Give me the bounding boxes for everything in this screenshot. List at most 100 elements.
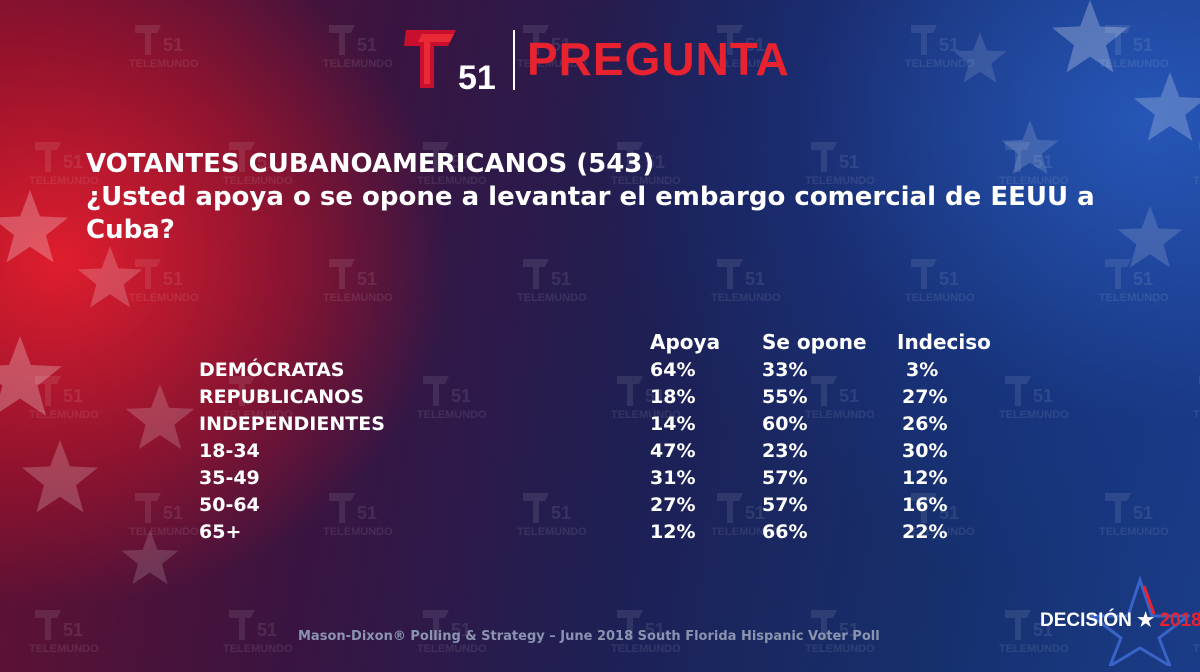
svg-text:TELEMUNDO: TELEMUNDO: [611, 409, 681, 421]
source-footer: Mason-Dixon® Polling & Strategy – June 2…: [298, 629, 880, 644]
svg-text:51: 51: [839, 386, 859, 406]
watermark-tile: 51 TELEMUNDO: [1099, 493, 1169, 538]
svg-text:51: 51: [63, 152, 83, 172]
header-title: PREGUNTA: [527, 33, 790, 85]
svg-text:51: 51: [451, 620, 471, 640]
flag-star-icon: [1052, 0, 1128, 73]
svg-text:TELEMUNDO: TELEMUNDO: [905, 526, 975, 538]
svg-text:51: 51: [939, 35, 959, 55]
flag-star-icon: [77, 246, 143, 308]
svg-text:TELEMUNDO: TELEMUNDO: [1099, 292, 1169, 304]
svg-text:51: 51: [745, 35, 765, 55]
watermark-pattern: 51 TELEMUNDO 51 TELEMUNDO 51 TELEMUNDO 51 TELEM…: [29, 25, 1200, 655]
svg-text:51: 51: [451, 386, 471, 406]
svg-text:51: 51: [551, 269, 571, 289]
svg-text:51: 51: [1033, 152, 1053, 172]
svg-text:TELEMUNDO: TELEMUNDO: [517, 292, 587, 304]
svg-text:51: 51: [357, 35, 377, 55]
svg-text:TELEMUNDO: TELEMUNDO: [29, 409, 99, 421]
svg-text:TELEMUNDO: TELEMUNDO: [999, 175, 1069, 187]
svg-text:TELEMUNDO: TELEMUNDO: [223, 643, 293, 655]
svg-text:TELEMUNDO: TELEMUNDO: [999, 643, 1069, 655]
svg-text:TELEMUNDO: TELEMUNDO: [517, 526, 587, 538]
flag-star-icon: [0, 336, 62, 416]
svg-text:TELEMUNDO: TELEMUNDO: [323, 526, 393, 538]
svg-text:TELEMUNDO: TELEMUNDO: [711, 526, 781, 538]
decision-badge-text: DECISIÓN ★ 2018: [1040, 609, 1200, 632]
svg-text:51: 51: [257, 152, 277, 172]
flag-star-icon: [1133, 72, 1200, 141]
svg-text:TELEMUNDO: TELEMUNDO: [1193, 643, 1200, 655]
svg-text:TELEMUNDO: TELEMUNDO: [999, 409, 1069, 421]
watermark-tile: 51 TELEMUNDO: [323, 259, 393, 304]
svg-text:TELEMUNDO: TELEMUNDO: [223, 409, 293, 421]
svg-text:51: 51: [357, 269, 377, 289]
svg-text:51: 51: [1033, 620, 1053, 640]
flag-star-icon: [22, 440, 98, 513]
watermark-tile: 51 TELEMUNDO: [711, 493, 781, 538]
svg-text:TELEMUNDO: TELEMUNDO: [417, 175, 487, 187]
svg-text:51: 51: [839, 620, 859, 640]
question-block: VOTANTES CUBANOAMERICANOS (543) ¿Usted a…: [86, 148, 1176, 247]
svg-text:TELEMUNDO: TELEMUNDO: [711, 292, 781, 304]
watermark-tile: 51 TELEMUNDO: [999, 610, 1069, 655]
svg-text:TELEMUNDO: TELEMUNDO: [417, 409, 487, 421]
question-subtitle: VOTANTES CUBANOAMERICANOS (543): [86, 149, 655, 179]
svg-text:TELEMUNDO: TELEMUNDO: [1193, 175, 1200, 187]
svg-text:TELEMUNDO: TELEMUNDO: [1099, 526, 1169, 538]
svg-text:TELEMUNDO: TELEMUNDO: [1099, 58, 1169, 70]
svg-text:51: 51: [551, 503, 571, 523]
svg-text:51: 51: [163, 503, 183, 523]
watermark-tile: 51 TELEMUNDO: [1099, 25, 1169, 70]
flag-star-icon: [1001, 120, 1059, 175]
svg-text:TELEMUNDO: TELEMUNDO: [223, 175, 293, 187]
svg-text:TELEMUNDO: TELEMUNDO: [129, 292, 199, 304]
svg-text:51: 51: [645, 152, 665, 172]
svg-text:TELEMUNDO: TELEMUNDO: [29, 175, 99, 187]
watermark-tile: 51 TELEMUNDO: [1099, 259, 1169, 304]
header-divider: [513, 30, 515, 90]
svg-text:51: 51: [1133, 503, 1153, 523]
svg-text:TELEMUNDO: TELEMUNDO: [611, 175, 681, 187]
watermark-tile: 51 TELEMUNDO: [223, 142, 293, 187]
svg-text:51: 51: [63, 620, 83, 640]
svg-text:51: 51: [163, 35, 183, 55]
svg-text:TELEMUNDO: TELEMUNDO: [417, 643, 487, 655]
decision-2018-logo-icon: [1087, 576, 1190, 666]
svg-text:51: 51: [1133, 35, 1153, 55]
svg-text:51: 51: [939, 503, 959, 523]
svg-text:51: 51: [551, 35, 571, 55]
flag-star-icon: [953, 32, 1007, 83]
svg-text:TELEMUNDO: TELEMUNDO: [1193, 409, 1200, 421]
telemundo-logo-icon: 51: [404, 30, 496, 92]
watermark-tile: 51 TELEMUNDO: [517, 259, 587, 304]
svg-text:51: 51: [645, 620, 665, 640]
flag-star-icon: [1117, 206, 1183, 268]
svg-text:51: 51: [745, 503, 765, 523]
watermark-tile: 51 TELEMUNDO: [905, 259, 975, 304]
svg-text:TELEMUNDO: TELEMUNDO: [323, 292, 393, 304]
svg-text:TELEMUNDO: TELEMUNDO: [129, 58, 199, 70]
svg-text:TELEMUNDO: TELEMUNDO: [517, 58, 587, 70]
watermark-tile: 51 TELEMUNDO: [129, 25, 199, 70]
svg-text:51: 51: [1133, 269, 1153, 289]
svg-text:TELEMUNDO: TELEMUNDO: [905, 58, 975, 70]
svg-text:51: 51: [939, 269, 959, 289]
watermark-tile: 51 TELEMUNDO: [517, 493, 587, 538]
svg-text:TELEMUNDO: TELEMUNDO: [905, 292, 975, 304]
